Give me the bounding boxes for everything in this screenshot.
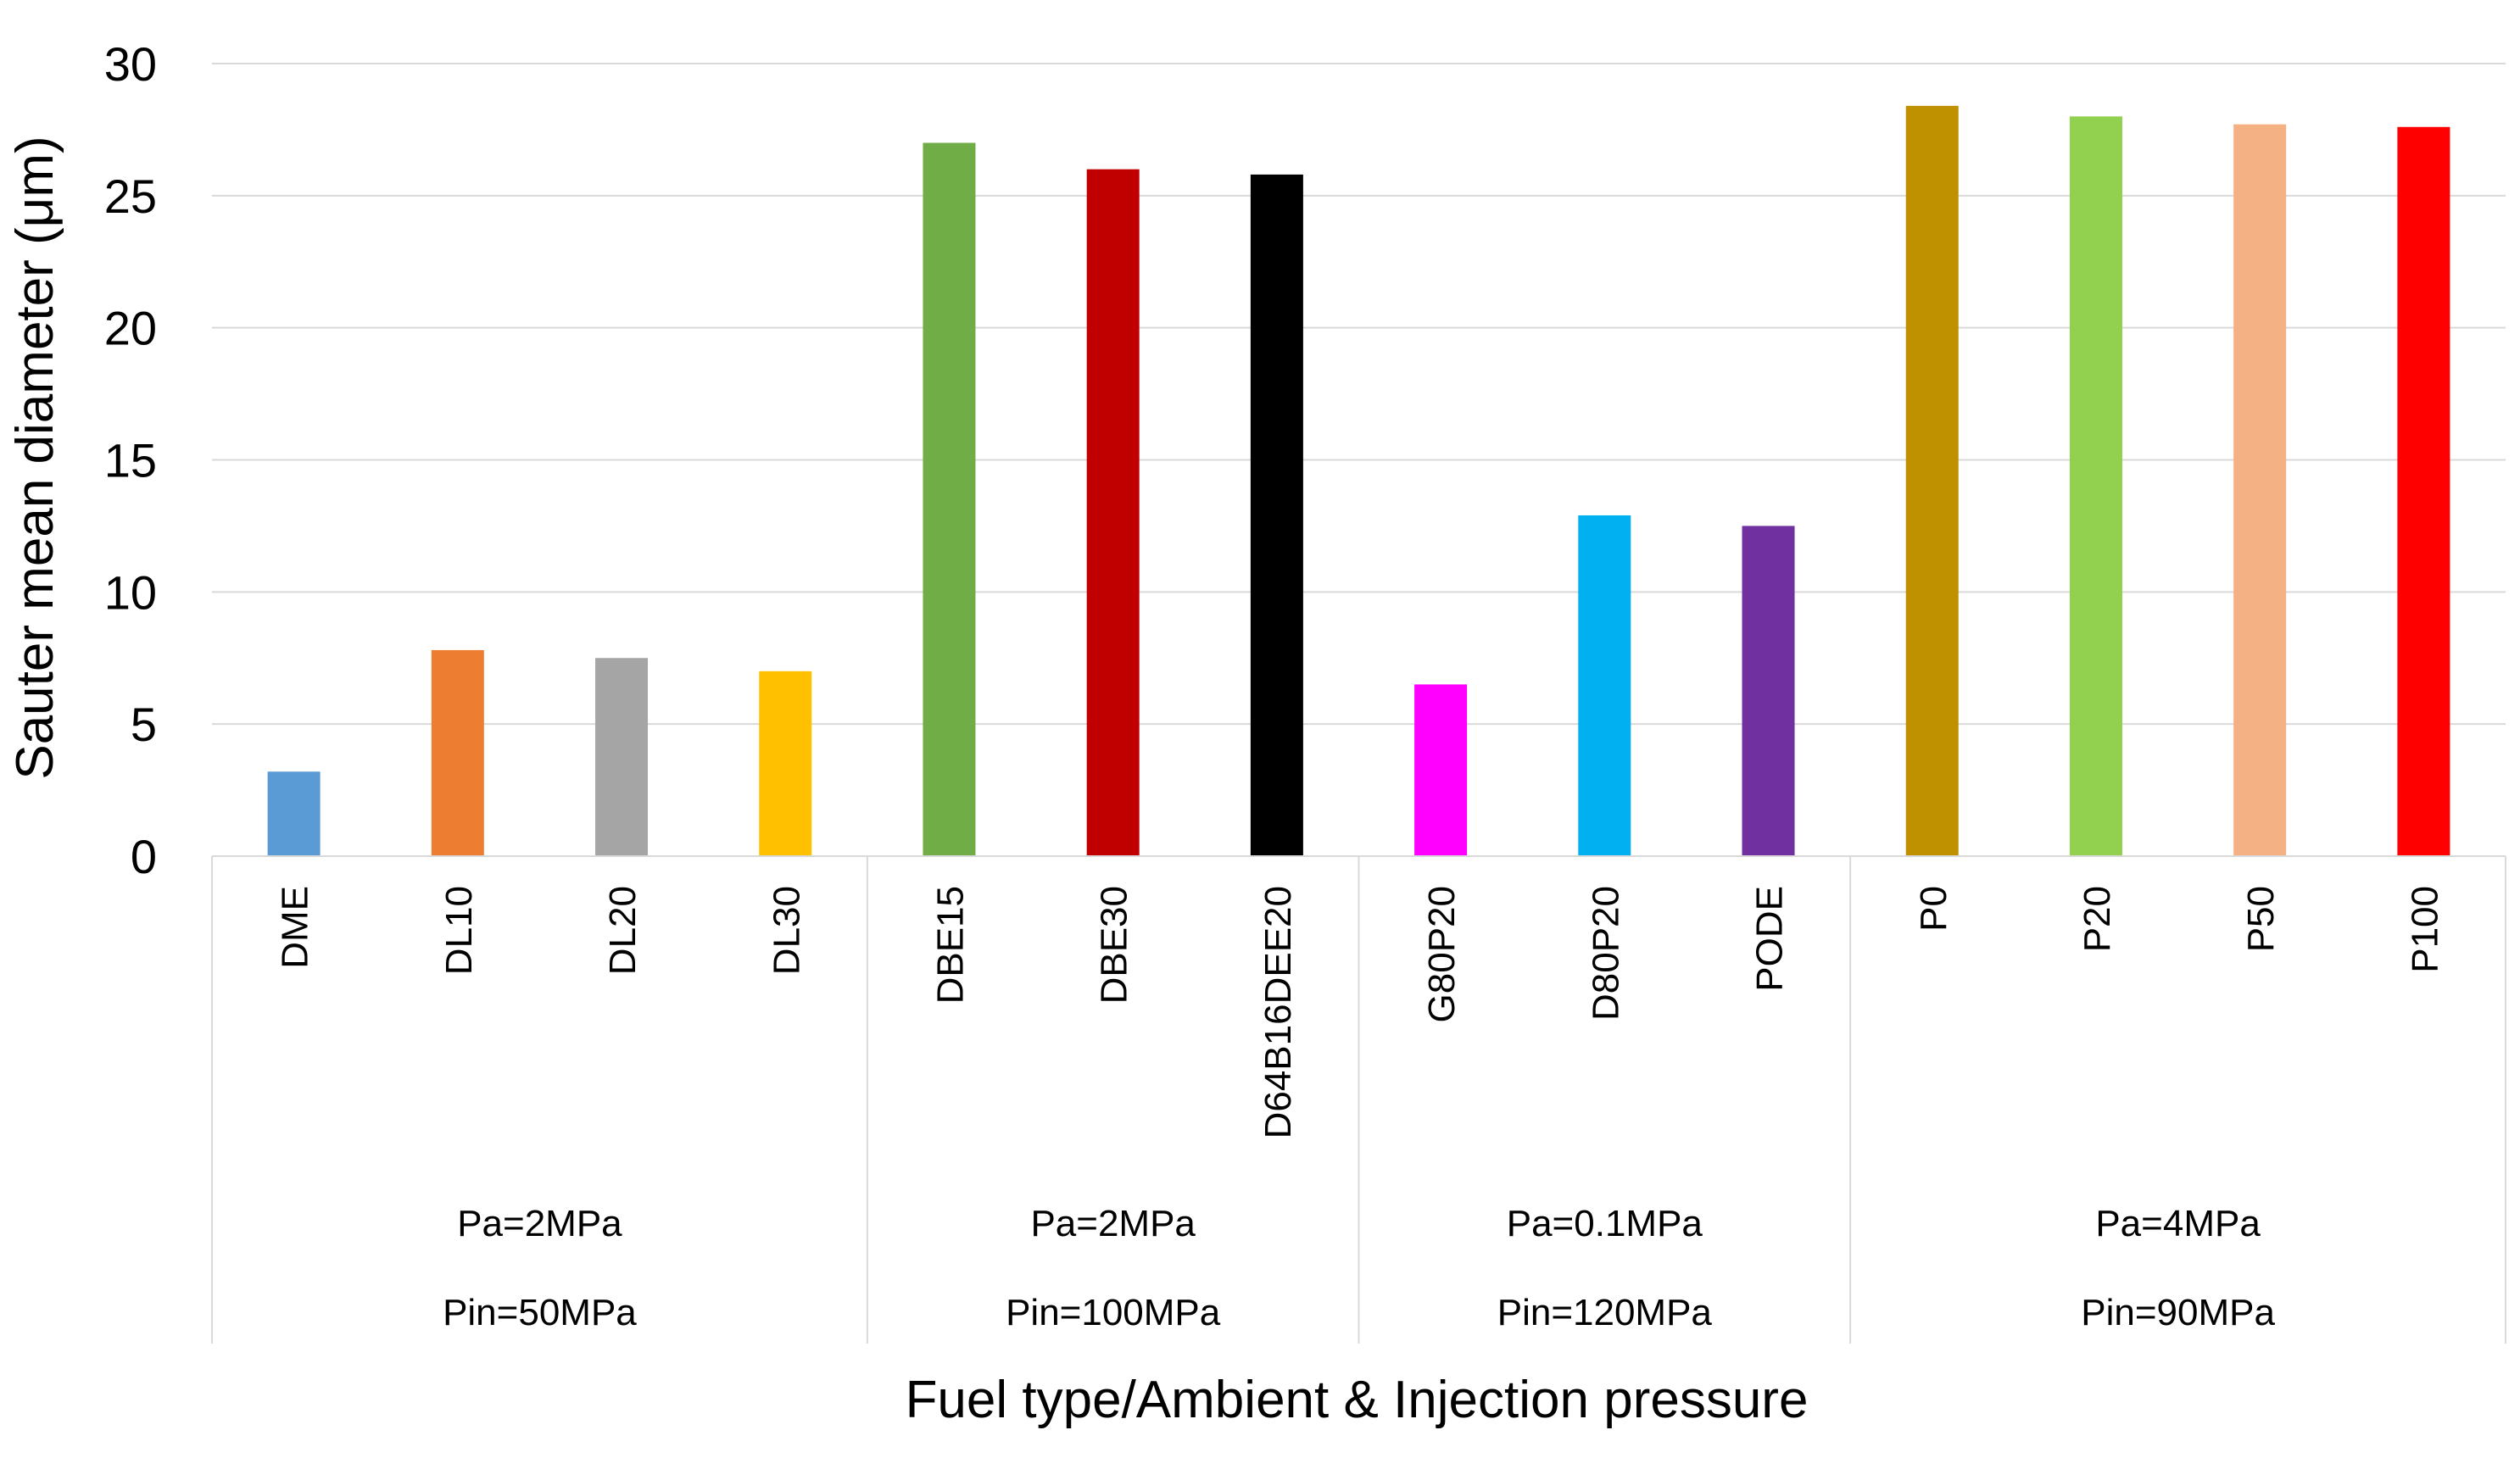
axes [211,855,2506,1344]
category-label: DL10 [438,886,480,975]
bar-d64b16dee20 [1250,174,1303,856]
bar-p0 [1905,105,1959,856]
bar-dl30 [759,671,812,856]
category-label: P50 [2240,886,2282,952]
category-label: DBE30 [1094,886,1135,1004]
group-labels: Pa=2MPa Pin=50MPa Pa=2MPa Pin=100MPa Pa=0.1M… [443,1203,2275,1333]
y-tick-label: 25 [104,170,157,223]
bar-dme [267,771,321,856]
group-label-injection: Pin=100MPa [1006,1292,1221,1333]
category-label: G80P20 [1421,886,1463,1022]
group-label-ambient: Pa=2MPa [457,1203,622,1244]
category-label: DL30 [766,886,807,975]
category-label: D80P20 [1585,886,1626,1021]
group-label-ambient: Pa=0.1MPa [1507,1203,1703,1244]
y-axis-title: Sauter mean diameter (μm) [6,136,64,779]
gridlines [212,63,2506,726]
y-tick-label: 15 [104,434,157,487]
bar-p100 [2397,126,2450,857]
bar-dl10 [431,649,484,856]
y-tick-label: 20 [104,302,157,355]
category-label: D64B16DEE20 [1257,886,1299,1138]
category-label: DBE15 [929,886,971,1004]
y-tick-label: 10 [104,565,157,619]
group-label-injection: Pin=90MPa [2081,1292,2275,1333]
bar-d80p20 [1578,515,1631,856]
category-label: P100 [2404,886,2445,973]
group-label-injection: Pin=120MPa [1497,1292,1713,1333]
category-labels: DME DL10 DL20 DL30 DBE15 DBE30 D64B16DEE20 G80P… [275,886,2446,1138]
bars [267,105,2450,857]
bar-p20 [2069,116,2122,857]
category-label: PODE [1749,886,1791,992]
category-label: P0 [1913,886,1954,932]
group-label-injection: Pin=50MPa [443,1292,637,1333]
category-label: DME [275,886,316,969]
y-tick-label: 5 [131,698,157,751]
bar-dl20 [595,658,649,856]
bar-p50 [2233,124,2287,856]
group-label-ambient: Pa=2MPa [1030,1203,1196,1244]
bar-dbe15 [923,142,976,856]
y-tick-label: 0 [131,830,157,883]
y-tick-labels: 0 5 10 15 20 25 30 [104,37,157,883]
bar-pode [1742,526,1795,856]
bar-g80p20 [1414,684,1468,856]
bar-dbe30 [1086,169,1140,856]
category-label: DL20 [602,886,644,975]
x-axis-title: Fuel type/Ambient & Injection pressure [906,1371,1809,1429]
group-label-ambient: Pa=4MPa [2095,1203,2261,1244]
y-tick-label: 30 [104,37,157,91]
category-label: P20 [2077,886,2118,952]
